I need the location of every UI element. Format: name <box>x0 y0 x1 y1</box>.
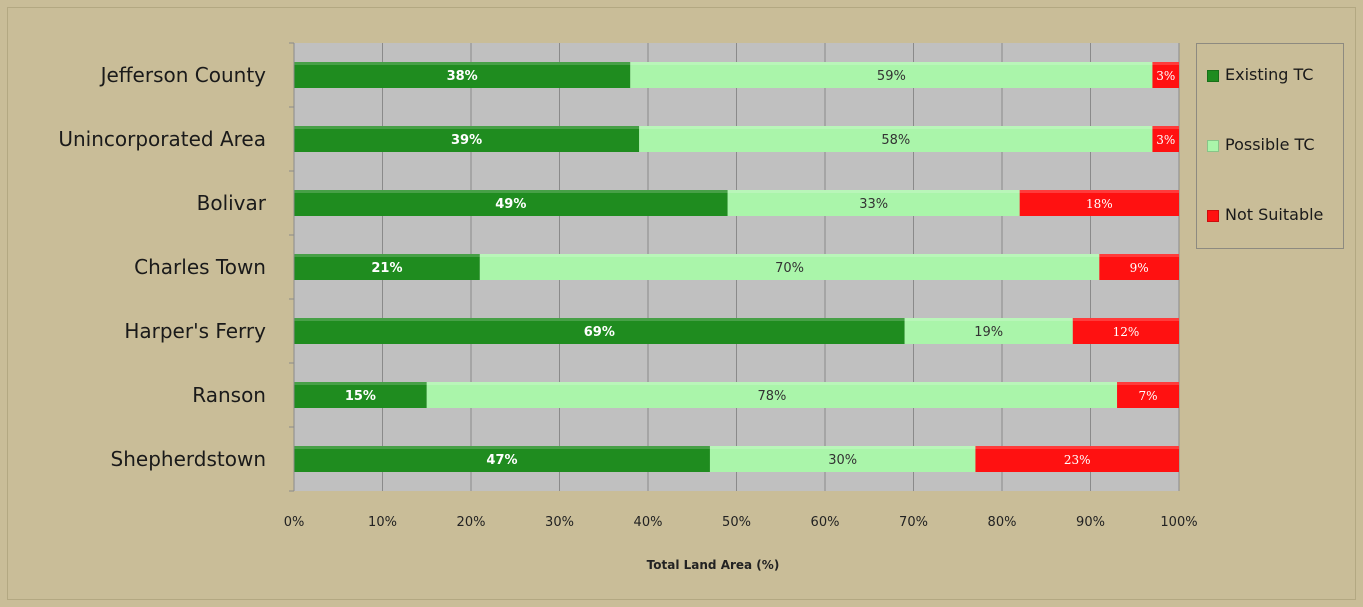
bar-existing-tc <box>294 318 905 344</box>
bar-highlight <box>1099 254 1179 257</box>
bar-highlight <box>709 446 976 449</box>
legend-label: Possible TC <box>1225 135 1315 154</box>
bar-not-suitable <box>1099 254 1179 280</box>
data-label-possible-tc: 33% <box>859 197 888 212</box>
bar-existing-tc <box>294 254 480 280</box>
legend-swatch-existing-tc <box>1207 69 1219 82</box>
data-label-not-suitable: 18% <box>1086 197 1113 211</box>
bar-possible-tc <box>709 446 976 472</box>
data-label-possible-tc: 30% <box>828 453 857 468</box>
bar-highlight <box>1072 318 1179 321</box>
data-label-possible-tc: 70% <box>775 261 804 276</box>
data-label-existing-tc: 47% <box>486 453 517 468</box>
x-tick-label: 70% <box>899 515 928 530</box>
bar-possible-tc <box>727 190 1020 216</box>
legend-item-possible-tc: Possible TC <box>1207 135 1315 154</box>
data-label-possible-tc: 78% <box>757 389 786 404</box>
data-label-not-suitable: 12% <box>1113 325 1140 339</box>
legend-label: Existing TC <box>1225 65 1314 84</box>
data-label-not-suitable: 23% <box>1064 453 1091 467</box>
x-tick-label: 20% <box>457 515 486 530</box>
bar-not-suitable <box>1152 62 1179 88</box>
category-label: Ranson <box>192 383 266 407</box>
data-label-existing-tc: 69% <box>584 325 615 340</box>
bar-highlight <box>1117 382 1179 385</box>
data-label-existing-tc: 49% <box>495 197 526 212</box>
x-tick-label: 60% <box>811 515 840 530</box>
bar-not-suitable <box>1152 126 1179 152</box>
category-label: Shepherdstown <box>111 447 266 471</box>
x-tick-label: 90% <box>1076 515 1105 530</box>
bar-highlight <box>294 62 631 65</box>
data-label-existing-tc: 39% <box>451 133 482 148</box>
bar-not-suitable <box>1117 382 1179 408</box>
category-labels: Jefferson County Unincorporated Area Boliv… <box>58 63 266 471</box>
bar-highlight <box>1152 62 1179 65</box>
x-tick-label: 100% <box>1160 515 1197 530</box>
category-label: Harper's Ferry <box>124 319 266 343</box>
bar-highlight <box>1152 126 1179 129</box>
data-label-not-suitable: 3% <box>1156 133 1175 147</box>
bar-possible-tc <box>479 254 1100 280</box>
legend-item-existing-tc: Existing TC <box>1207 65 1313 84</box>
bar-possible-tc <box>639 126 1153 152</box>
bar-highlight <box>479 254 1100 257</box>
legend: Existing TC Possible TC Not Suitable <box>1196 43 1344 249</box>
legend-swatch-not-suitable <box>1207 209 1219 222</box>
x-tick-label: 0% <box>284 515 305 530</box>
category-label: Bolivar <box>197 191 267 215</box>
bar-highlight <box>904 318 1073 321</box>
y-axis <box>289 42 295 492</box>
data-label-possible-tc: 19% <box>974 325 1003 340</box>
bar-highlight <box>727 190 1020 193</box>
bar-existing-tc <box>294 446 710 472</box>
bar-highlight <box>975 446 1179 449</box>
bar-possible-tc <box>630 62 1153 88</box>
data-label-possible-tc: 58% <box>881 133 910 148</box>
data-label-not-suitable: 9% <box>1130 261 1149 275</box>
x-tick-labels: 0% 10% 20% 30% 40% 50% 60% 70% 80% 90% 100% <box>284 515 1198 530</box>
bar-not-suitable <box>1019 190 1179 216</box>
legend-label: Not Suitable <box>1225 205 1324 224</box>
data-labels-group: 38% 59% 3% 39% 58% 3% 49% 33% 18% 21% 70% 9% 69% 19% 1… <box>345 69 1175 468</box>
x-tick-label: 30% <box>545 515 574 530</box>
category-label: Unincorporated Area <box>58 127 266 151</box>
bar-possible-tc <box>426 382 1118 408</box>
bars-group <box>294 62 1179 472</box>
bar-highlight <box>294 446 710 449</box>
legend-swatch-possible-tc <box>1207 139 1219 152</box>
bar-highlight <box>1019 190 1179 193</box>
x-tick-label: 40% <box>634 515 663 530</box>
bar-highlight <box>426 382 1118 385</box>
legend-item-not-suitable: Not Suitable <box>1207 205 1323 224</box>
bar-highlight <box>630 62 1153 65</box>
data-label-not-suitable: 7% <box>1139 389 1158 403</box>
bar-not-suitable <box>975 446 1179 472</box>
x-tick-label: 50% <box>722 515 751 530</box>
bar-highlight <box>294 126 640 129</box>
bar-existing-tc <box>294 126 640 152</box>
x-axis-title: Total Land Area (%) <box>647 558 780 572</box>
category-label: Charles Town <box>134 255 266 279</box>
x-tick-label: 80% <box>988 515 1017 530</box>
bar-highlight <box>294 382 427 385</box>
data-label-existing-tc: 15% <box>345 389 376 404</box>
category-label: Jefferson County <box>99 63 267 87</box>
bar-highlight <box>294 318 905 321</box>
bar-highlight <box>294 190 728 193</box>
data-label-existing-tc: 21% <box>371 261 402 276</box>
data-label-existing-tc: 38% <box>447 69 478 84</box>
x-tick-label: 10% <box>368 515 397 530</box>
bar-not-suitable <box>1072 318 1179 344</box>
bar-existing-tc <box>294 190 728 216</box>
bar-existing-tc <box>294 62 631 88</box>
bar-possible-tc <box>904 318 1073 344</box>
bar-highlight <box>639 126 1153 129</box>
data-label-possible-tc: 59% <box>877 69 906 84</box>
data-label-not-suitable: 3% <box>1156 69 1175 83</box>
bar-existing-tc <box>294 382 427 408</box>
bar-highlight <box>294 254 480 257</box>
